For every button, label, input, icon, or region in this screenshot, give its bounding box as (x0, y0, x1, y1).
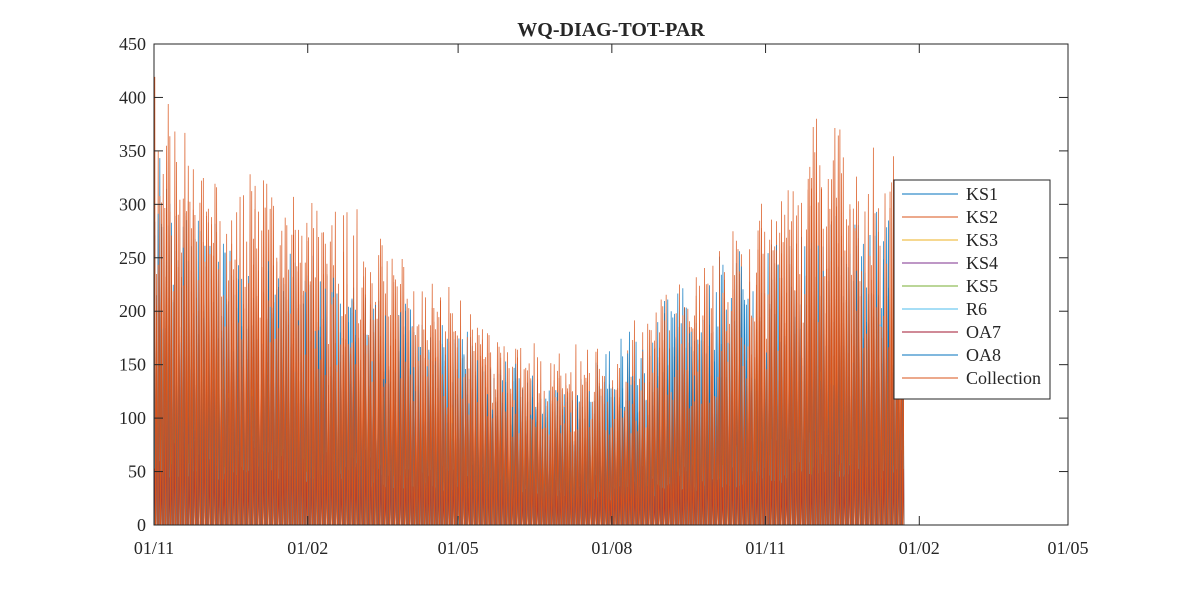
legend-label-ks3: KS3 (966, 230, 998, 250)
x-tick-label: 01/11 (745, 538, 785, 558)
legend-label-ks5: KS5 (966, 276, 998, 296)
legend-label-oa7: OA7 (966, 322, 1001, 342)
legend-label-oa8: OA8 (966, 345, 1001, 365)
x-tick-label: 01/08 (591, 538, 632, 558)
y-tick-label: 400 (119, 87, 146, 107)
legend-label-ks1: KS1 (966, 184, 998, 204)
legend-label-r6: R6 (966, 299, 987, 319)
y-tick-label: 350 (119, 141, 146, 161)
x-tick-label: 01/11 (134, 538, 174, 558)
x-tick-label: 01/02 (899, 538, 940, 558)
y-tick-label: 100 (119, 408, 146, 428)
chart-title: WQ-DIAG-TOT-PAR (517, 19, 705, 41)
legend-label-collection: Collection (966, 368, 1041, 388)
legend-label-ks4: KS4 (966, 253, 998, 273)
y-tick-label: 200 (119, 301, 146, 321)
y-tick-label: 0 (137, 515, 146, 535)
axes-box (153, 43, 1069, 526)
y-tick-label: 300 (119, 194, 146, 214)
y-tick-label: 50 (128, 462, 146, 482)
x-tick-label: 01/05 (1047, 538, 1088, 558)
legend[interactable]: KS1 KS2 KS3 KS4 KS5 R6 OA7 OA8 Collection (893, 179, 1051, 400)
y-tick-label: 150 (119, 355, 146, 375)
x-tick-label: 01/05 (438, 538, 479, 558)
y-tick-label: 450 (119, 34, 146, 54)
axis-ticks: 0 50 100 150 200 250 300 350 400 450 01/11 01/02 01/… (119, 34, 1089, 558)
legend-label-ks2: KS2 (966, 207, 998, 227)
y-tick-label: 250 (119, 248, 146, 268)
x-tick-label: 01/02 (287, 538, 328, 558)
